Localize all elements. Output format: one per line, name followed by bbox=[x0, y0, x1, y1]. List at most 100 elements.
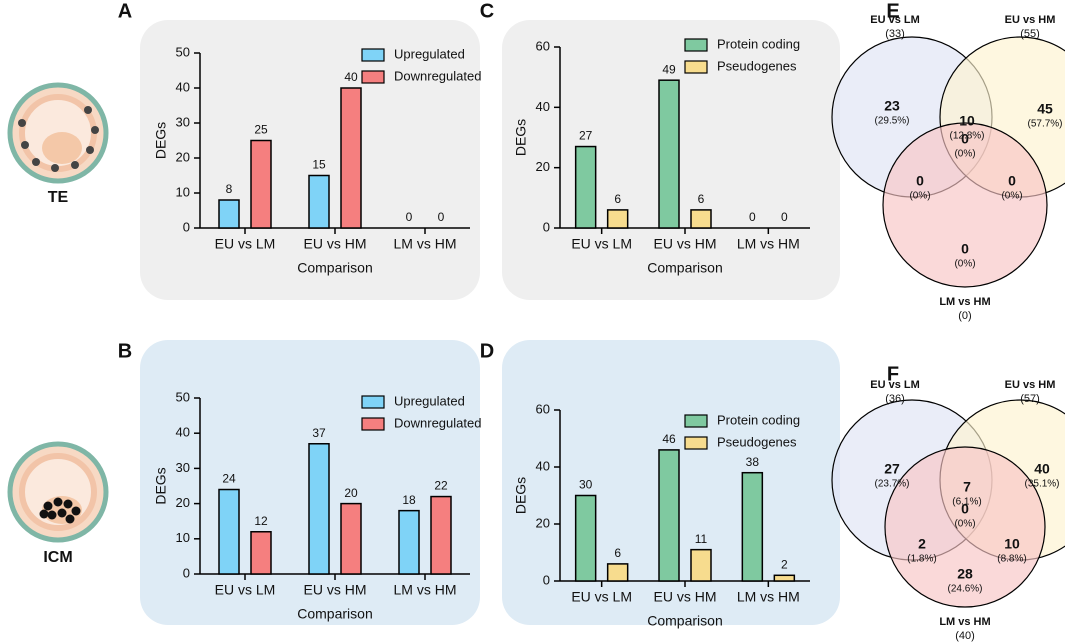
region-percent: (1.8%) bbox=[907, 554, 936, 565]
bar bbox=[308, 443, 330, 575]
region-count: 0 bbox=[916, 173, 924, 189]
x-axis-label: Comparison bbox=[297, 606, 372, 622]
set-count: (0) bbox=[958, 310, 971, 322]
x-tick-label: EU vs LM bbox=[215, 236, 276, 252]
panel-letter: F bbox=[887, 363, 899, 385]
region-percent: (8.8%) bbox=[997, 554, 1026, 565]
legend-label: Pseudogenes bbox=[717, 434, 797, 449]
region-percent: (0%) bbox=[909, 191, 930, 202]
value-label: 0 bbox=[438, 210, 445, 224]
x-tick-label: EU vs LM bbox=[571, 236, 632, 252]
region-count: 0 bbox=[961, 501, 969, 517]
value-label: 20 bbox=[344, 486, 358, 500]
region-percent: (24.6%) bbox=[947, 584, 982, 595]
row-label: TE bbox=[48, 189, 69, 206]
y-tick-label: 10 bbox=[176, 184, 190, 199]
region-percent: (23.7%) bbox=[874, 479, 909, 490]
set-name: EU vs LM bbox=[870, 14, 920, 26]
bar bbox=[690, 209, 712, 229]
value-label: 25 bbox=[254, 123, 268, 137]
bar bbox=[574, 145, 597, 229]
region-count: 23 bbox=[884, 98, 900, 114]
set-name: EU vs LM bbox=[870, 379, 920, 391]
x-tick-label: EU vs HM bbox=[304, 236, 367, 252]
value-label: 38 bbox=[746, 455, 760, 469]
row-label: ICM bbox=[43, 549, 72, 566]
region-percent: (35.1%) bbox=[1024, 479, 1059, 490]
x-tick-label: EU vs LM bbox=[215, 582, 276, 598]
bar bbox=[340, 502, 362, 575]
value-label: 6 bbox=[698, 192, 705, 206]
bar bbox=[773, 574, 796, 582]
legend-label: Downregulated bbox=[394, 415, 481, 430]
legend-swatch bbox=[361, 395, 385, 409]
y-tick-label: 0 bbox=[183, 565, 190, 580]
panel-letter: D bbox=[480, 340, 494, 362]
y-tick-label: 0 bbox=[183, 219, 190, 234]
y-tick-label: 40 bbox=[536, 458, 550, 473]
region-percent: (0%) bbox=[954, 149, 975, 160]
bar bbox=[340, 87, 362, 229]
panel-background bbox=[140, 20, 480, 300]
value-label: 18 bbox=[402, 493, 416, 507]
x-tick-label: LM vs HM bbox=[394, 582, 457, 598]
y-axis-label: DEGs bbox=[513, 477, 529, 514]
region-count: 40 bbox=[1034, 461, 1050, 477]
region-count: 0 bbox=[961, 131, 969, 147]
set-count: (40) bbox=[955, 630, 975, 642]
y-tick-label: 20 bbox=[176, 495, 190, 510]
set-count: (36) bbox=[885, 393, 905, 405]
value-label: 2 bbox=[781, 557, 788, 571]
set-count: (33) bbox=[885, 28, 905, 40]
bar bbox=[658, 449, 680, 582]
value-label: 22 bbox=[434, 479, 448, 493]
value-label: 40 bbox=[344, 70, 358, 84]
set-name: LM vs HM bbox=[939, 616, 990, 628]
bar bbox=[308, 174, 330, 229]
value-label: 11 bbox=[695, 532, 708, 546]
y-tick-label: 40 bbox=[536, 99, 550, 114]
y-axis-label: DEGs bbox=[513, 119, 529, 156]
legend-swatch bbox=[684, 436, 708, 450]
y-tick-label: 20 bbox=[176, 149, 190, 164]
panel-letter: A bbox=[118, 0, 132, 22]
panel-letter: E bbox=[886, 0, 899, 22]
panel-letter: C bbox=[480, 0, 494, 22]
y-tick-label: 30 bbox=[176, 460, 190, 475]
legend-label: Pseudogenes bbox=[717, 58, 797, 73]
y-tick-label: 50 bbox=[176, 44, 190, 59]
value-label: 0 bbox=[749, 210, 756, 224]
region-percent: (0%) bbox=[1001, 191, 1022, 202]
set-name: LM vs HM bbox=[939, 296, 990, 308]
region-count: 27 bbox=[884, 461, 900, 477]
x-tick-label: EU vs LM bbox=[571, 589, 632, 605]
region-percent: (6.1%) bbox=[952, 497, 981, 508]
bar bbox=[606, 563, 629, 582]
value-label: 6 bbox=[614, 192, 621, 206]
value-label: 15 bbox=[312, 158, 326, 172]
legend-swatch bbox=[361, 48, 385, 62]
x-tick-label: LM vs HM bbox=[737, 589, 800, 605]
region-percent: (0%) bbox=[954, 259, 975, 270]
bar bbox=[398, 509, 420, 575]
legend-label: Protein coding bbox=[717, 36, 800, 51]
value-label: 24 bbox=[222, 472, 236, 486]
region-count: 28 bbox=[957, 566, 973, 582]
x-tick-label: LM vs HM bbox=[737, 236, 800, 252]
legend-label: Upregulated bbox=[394, 393, 465, 408]
value-label: 0 bbox=[406, 210, 413, 224]
set-count: (57) bbox=[1020, 393, 1040, 405]
value-label: 6 bbox=[614, 546, 621, 560]
y-tick-label: 20 bbox=[536, 159, 550, 174]
value-label: 46 bbox=[662, 432, 676, 446]
bar bbox=[218, 199, 240, 229]
set-name: EU vs HM bbox=[1005, 379, 1056, 391]
y-axis-label: DEGs bbox=[153, 467, 169, 504]
bar bbox=[250, 139, 272, 229]
bar bbox=[218, 488, 240, 575]
y-tick-label: 0 bbox=[543, 219, 550, 234]
region-count: 0 bbox=[1008, 173, 1016, 189]
value-label: 8 bbox=[226, 182, 233, 196]
y-tick-label: 30 bbox=[176, 114, 190, 129]
